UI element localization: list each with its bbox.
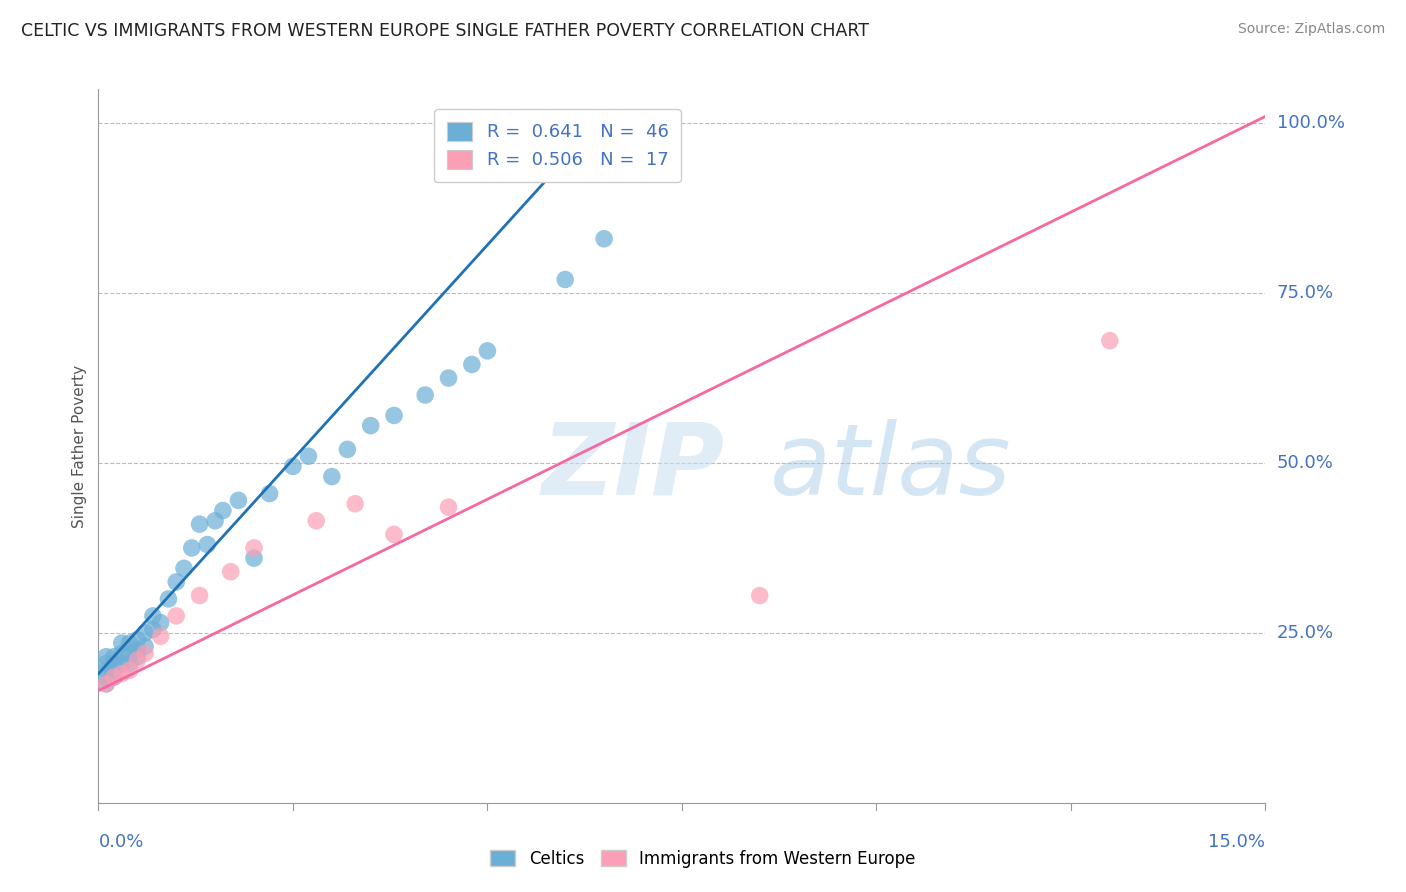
- Point: [204, 514, 226, 528]
- Point: [344, 497, 367, 511]
- Point: [134, 640, 156, 654]
- Point: [103, 670, 125, 684]
- Point: [382, 527, 405, 541]
- Point: [118, 663, 141, 677]
- Point: [281, 459, 304, 474]
- Point: [259, 486, 281, 500]
- Point: [212, 503, 235, 517]
- Text: ZIP: ZIP: [541, 419, 725, 516]
- Point: [477, 343, 499, 358]
- Point: [149, 615, 172, 630]
- Point: [103, 649, 125, 664]
- Point: [111, 636, 134, 650]
- Point: [360, 418, 382, 433]
- Text: 0.0%: 0.0%: [98, 833, 143, 851]
- Point: [134, 626, 156, 640]
- Point: [127, 643, 149, 657]
- Point: [96, 649, 118, 664]
- Point: [195, 537, 218, 551]
- Point: [173, 561, 195, 575]
- Point: [96, 657, 118, 671]
- Point: [188, 517, 211, 532]
- Point: [554, 272, 576, 286]
- Point: [118, 636, 141, 650]
- Point: [111, 657, 134, 671]
- Point: [127, 649, 149, 664]
- Text: 25.0%: 25.0%: [1277, 624, 1334, 642]
- Point: [157, 591, 180, 606]
- Point: [96, 663, 118, 677]
- Point: [748, 589, 770, 603]
- Point: [111, 646, 134, 660]
- Point: [180, 541, 202, 555]
- Point: [165, 574, 187, 589]
- Point: [243, 541, 266, 555]
- Point: [149, 629, 172, 643]
- Point: [188, 589, 211, 603]
- Point: [96, 677, 118, 691]
- Point: [382, 409, 405, 423]
- Text: 15.0%: 15.0%: [1208, 833, 1265, 851]
- Point: [127, 632, 149, 647]
- Point: [228, 493, 250, 508]
- Point: [219, 565, 242, 579]
- Point: [305, 514, 328, 528]
- Point: [111, 666, 134, 681]
- Point: [165, 608, 187, 623]
- Point: [127, 653, 149, 667]
- Point: [461, 358, 484, 372]
- Point: [134, 646, 156, 660]
- Point: [243, 551, 266, 566]
- Point: [336, 442, 359, 457]
- Text: 75.0%: 75.0%: [1277, 284, 1334, 302]
- Y-axis label: Single Father Poverty: Single Father Poverty: [72, 365, 87, 527]
- Point: [103, 663, 125, 677]
- Text: CELTIC VS IMMIGRANTS FROM WESTERN EUROPE SINGLE FATHER POVERTY CORRELATION CHART: CELTIC VS IMMIGRANTS FROM WESTERN EUROPE…: [21, 22, 869, 40]
- Text: 50.0%: 50.0%: [1277, 454, 1333, 472]
- Point: [118, 646, 141, 660]
- Point: [437, 500, 460, 515]
- Legend: R =  0.641   N =  46, R =  0.506   N =  17: R = 0.641 N = 46, R = 0.506 N = 17: [434, 109, 681, 182]
- Text: atlas: atlas: [769, 419, 1011, 516]
- Point: [142, 623, 165, 637]
- Point: [297, 449, 319, 463]
- Point: [118, 657, 141, 671]
- Point: [437, 371, 460, 385]
- Point: [321, 469, 343, 483]
- Point: [96, 670, 118, 684]
- Point: [142, 608, 165, 623]
- Point: [96, 677, 118, 691]
- Point: [1098, 334, 1121, 348]
- Text: Source: ZipAtlas.com: Source: ZipAtlas.com: [1237, 22, 1385, 37]
- Legend: Celtics, Immigrants from Western Europe: Celtics, Immigrants from Western Europe: [484, 844, 922, 875]
- Point: [103, 657, 125, 671]
- Point: [103, 670, 125, 684]
- Point: [413, 388, 436, 402]
- Point: [593, 232, 616, 246]
- Text: 100.0%: 100.0%: [1277, 114, 1344, 132]
